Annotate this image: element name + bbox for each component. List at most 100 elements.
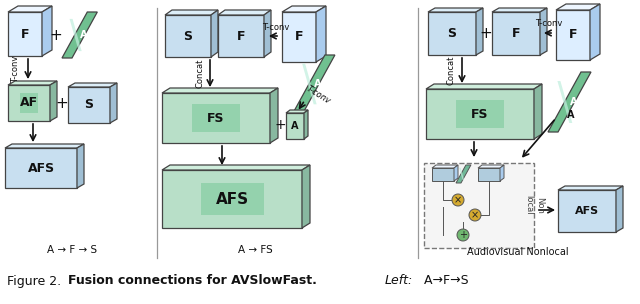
- Polygon shape: [454, 165, 458, 181]
- Polygon shape: [50, 81, 57, 121]
- Polygon shape: [286, 110, 308, 113]
- Polygon shape: [211, 10, 218, 57]
- Text: Non
local: Non local: [524, 195, 544, 215]
- Text: Left:: Left:: [385, 275, 413, 288]
- Polygon shape: [302, 64, 317, 104]
- Text: Fusion connections for AVSlowFast.: Fusion connections for AVSlowFast.: [68, 275, 317, 288]
- Polygon shape: [282, 6, 326, 12]
- Polygon shape: [492, 12, 540, 55]
- Polygon shape: [192, 104, 240, 132]
- Text: Audiovisual Nonlocal: Audiovisual Nonlocal: [467, 247, 569, 257]
- Polygon shape: [42, 6, 52, 56]
- Polygon shape: [62, 12, 97, 58]
- Polygon shape: [478, 165, 504, 168]
- Text: ×: ×: [471, 210, 479, 220]
- Circle shape: [452, 194, 464, 206]
- Text: Concat: Concat: [195, 58, 205, 88]
- Polygon shape: [68, 83, 117, 87]
- Polygon shape: [548, 72, 591, 132]
- Text: AFS: AFS: [28, 161, 54, 174]
- Polygon shape: [264, 10, 271, 57]
- Polygon shape: [540, 8, 547, 55]
- Polygon shape: [68, 87, 110, 123]
- Text: FS: FS: [207, 112, 225, 125]
- Polygon shape: [456, 100, 504, 128]
- Text: +: +: [50, 27, 62, 43]
- Polygon shape: [557, 81, 572, 123]
- Polygon shape: [556, 10, 590, 60]
- Polygon shape: [165, 15, 211, 57]
- Polygon shape: [590, 4, 600, 60]
- Polygon shape: [432, 165, 458, 168]
- Text: F: F: [512, 27, 520, 40]
- Polygon shape: [286, 113, 304, 139]
- Text: ×: ×: [454, 195, 462, 205]
- Polygon shape: [616, 186, 623, 232]
- Text: A: A: [80, 30, 88, 40]
- Polygon shape: [492, 8, 547, 12]
- Polygon shape: [316, 6, 326, 62]
- Polygon shape: [304, 110, 308, 139]
- Text: T-conv: T-conv: [535, 19, 563, 29]
- FancyBboxPatch shape: [424, 163, 534, 248]
- Polygon shape: [282, 12, 316, 62]
- Text: +: +: [479, 26, 492, 40]
- Polygon shape: [200, 183, 264, 215]
- Text: T-conv: T-conv: [262, 22, 290, 32]
- Text: F: F: [237, 29, 245, 43]
- Text: A → F → S: A → F → S: [47, 245, 97, 255]
- Polygon shape: [534, 84, 542, 139]
- Polygon shape: [426, 89, 534, 139]
- Polygon shape: [5, 148, 77, 188]
- Polygon shape: [459, 168, 464, 180]
- Text: F: F: [20, 27, 29, 40]
- Polygon shape: [8, 6, 52, 12]
- Text: +: +: [56, 95, 68, 110]
- Text: A: A: [570, 97, 577, 107]
- Polygon shape: [456, 165, 471, 183]
- Polygon shape: [162, 165, 310, 170]
- Text: A → FS: A → FS: [237, 245, 273, 255]
- Text: FS: FS: [471, 108, 489, 120]
- Polygon shape: [20, 93, 38, 113]
- Polygon shape: [293, 55, 335, 113]
- Polygon shape: [162, 88, 278, 93]
- Text: A: A: [291, 121, 299, 131]
- Polygon shape: [218, 15, 264, 57]
- Text: T-conv: T-conv: [12, 55, 20, 83]
- Polygon shape: [8, 81, 57, 85]
- Polygon shape: [162, 170, 302, 228]
- Text: T-conv: T-conv: [304, 84, 332, 106]
- Polygon shape: [5, 144, 84, 148]
- Text: F: F: [569, 29, 577, 42]
- Circle shape: [457, 229, 469, 241]
- Text: S: S: [84, 98, 93, 112]
- Polygon shape: [556, 4, 600, 10]
- Polygon shape: [428, 12, 476, 55]
- Polygon shape: [558, 190, 616, 232]
- Polygon shape: [478, 168, 500, 181]
- Text: F: F: [295, 30, 303, 43]
- Polygon shape: [476, 8, 483, 55]
- Polygon shape: [428, 8, 483, 12]
- Text: A→F→S: A→F→S: [416, 275, 468, 288]
- Polygon shape: [110, 83, 117, 123]
- Text: Concat: Concat: [447, 55, 456, 85]
- Polygon shape: [8, 85, 50, 121]
- Polygon shape: [8, 12, 42, 56]
- Text: +: +: [274, 118, 286, 132]
- Polygon shape: [70, 19, 82, 51]
- Polygon shape: [500, 165, 504, 181]
- Polygon shape: [270, 88, 278, 143]
- Text: AF: AF: [20, 96, 38, 109]
- Polygon shape: [426, 84, 542, 89]
- Polygon shape: [432, 168, 454, 181]
- Text: A: A: [314, 79, 322, 89]
- Text: A: A: [567, 110, 575, 120]
- Polygon shape: [77, 144, 84, 188]
- Text: S: S: [447, 27, 456, 40]
- Text: AFS: AFS: [216, 192, 248, 206]
- Polygon shape: [218, 10, 271, 15]
- Circle shape: [469, 209, 481, 221]
- Polygon shape: [302, 165, 310, 228]
